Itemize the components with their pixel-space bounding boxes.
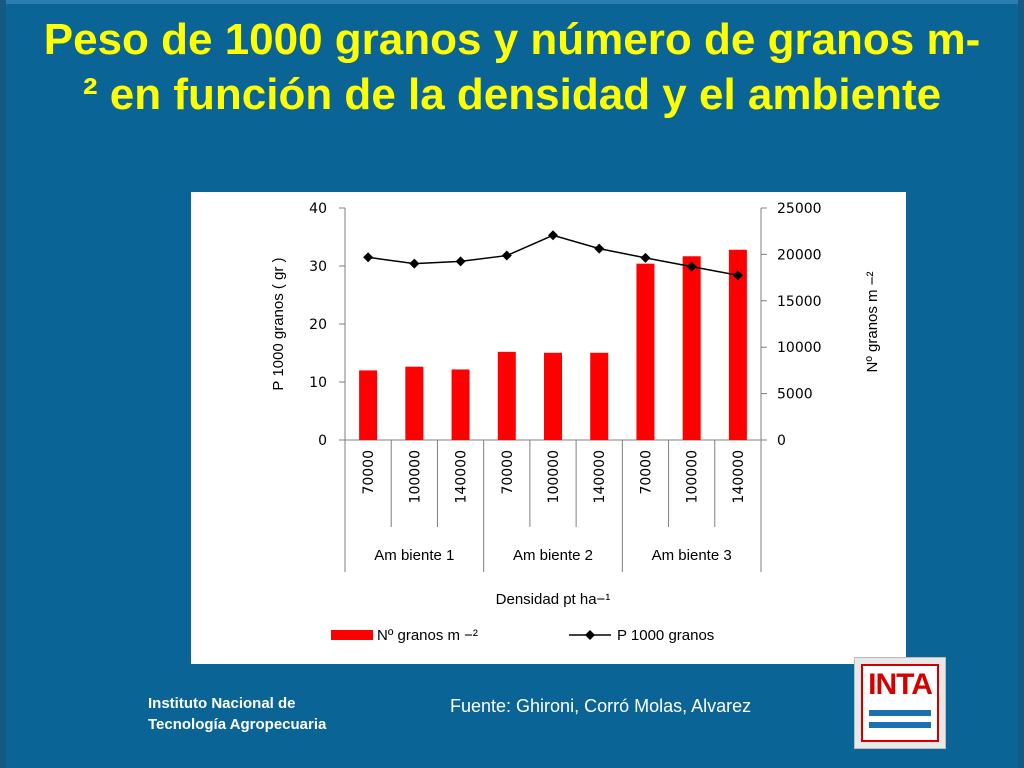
line-point: [501, 250, 512, 261]
logo-frame: INTA: [861, 664, 939, 742]
line-point: [409, 258, 420, 269]
chart-panel: 0 10 20 30 40 0 5000 10000 15000 20000 25000 70000 1…: [191, 192, 906, 664]
line-series: [368, 234, 739, 277]
left-y-tick-label: 40: [309, 201, 327, 217]
category-label: 70000: [361, 450, 377, 495]
right-y-tick-label: 15000: [777, 294, 822, 310]
bar: [359, 370, 378, 440]
slide-title: Peso de 1000 granos y número de granos m…: [43, 15, 981, 119]
category-label: 100000: [546, 450, 562, 503]
institute-line-2: Tecnología Agropecuaria: [148, 716, 327, 733]
bar: [682, 256, 701, 440]
bar: [728, 249, 747, 440]
category-label: 140000: [731, 450, 747, 503]
institute-name: Instituto Nacional de Tecnología Agropec…: [148, 693, 326, 735]
group-label: Am biente 1: [374, 547, 454, 564]
line-point: [548, 230, 558, 241]
category-label: 140000: [592, 450, 608, 503]
line-point: [594, 243, 605, 254]
category-label: 70000: [638, 450, 654, 495]
category-label: 100000: [407, 450, 423, 503]
left-y-tick-label: 20: [309, 317, 327, 333]
line-point: [640, 252, 651, 263]
group-label: Am biente 3: [652, 547, 732, 564]
logo-stripe: [869, 710, 931, 716]
line-point: [686, 261, 697, 272]
line-point: [732, 270, 743, 281]
category-label: 70000: [500, 450, 516, 495]
legend-bar-label: Nº granos m −²: [377, 627, 478, 644]
x-axis-title: Densidad pt ha−¹: [496, 591, 611, 608]
chart: 0 10 20 30 40 0 5000 10000 15000 20000 25000 70000 1…: [270, 201, 881, 644]
bar: [544, 352, 562, 440]
line-point: [455, 256, 466, 267]
institute-line-1: Instituto Nacional de: [148, 695, 296, 712]
legend-line-marker: [585, 630, 595, 640]
logo-stripe: [869, 722, 931, 728]
inta-logo: INTA: [854, 657, 946, 749]
bar: [497, 351, 516, 440]
right-y-tick-label: 5000: [777, 387, 813, 403]
right-y-tick-label: 0: [777, 433, 786, 449]
top-frame-line: [0, 0, 1024, 4]
left-y-axis-title: P 1000 granos ( gr ): [270, 257, 287, 390]
logo-text: INTA: [868, 668, 933, 701]
source-note: Fuente: Ghironi, Corró Molas, Alvarez: [450, 696, 752, 716]
bar: [590, 352, 609, 440]
left-y-tick-label: 10: [309, 375, 327, 391]
right-y-tick-label: 20000: [777, 247, 822, 263]
right-frame-border: [1018, 0, 1024, 768]
group-label: Am biente 2: [513, 547, 593, 564]
bar: [451, 369, 470, 440]
bar: [405, 366, 424, 440]
right-y-tick-label: 25000: [777, 201, 822, 217]
category-label: 100000: [685, 450, 701, 503]
legend-bar-swatch: [331, 630, 373, 640]
line-point: [363, 252, 374, 263]
left-frame-border: [0, 0, 6, 768]
left-y-tick-label: 0: [318, 433, 327, 449]
right-y-axis-title: Nº granos m −²: [864, 272, 881, 373]
right-y-tick-label: 10000: [777, 340, 822, 356]
legend-line-label: P 1000 granos: [617, 627, 714, 644]
left-y-tick-label: 30: [309, 259, 327, 275]
category-label: 140000: [454, 450, 470, 503]
bar: [636, 263, 655, 440]
